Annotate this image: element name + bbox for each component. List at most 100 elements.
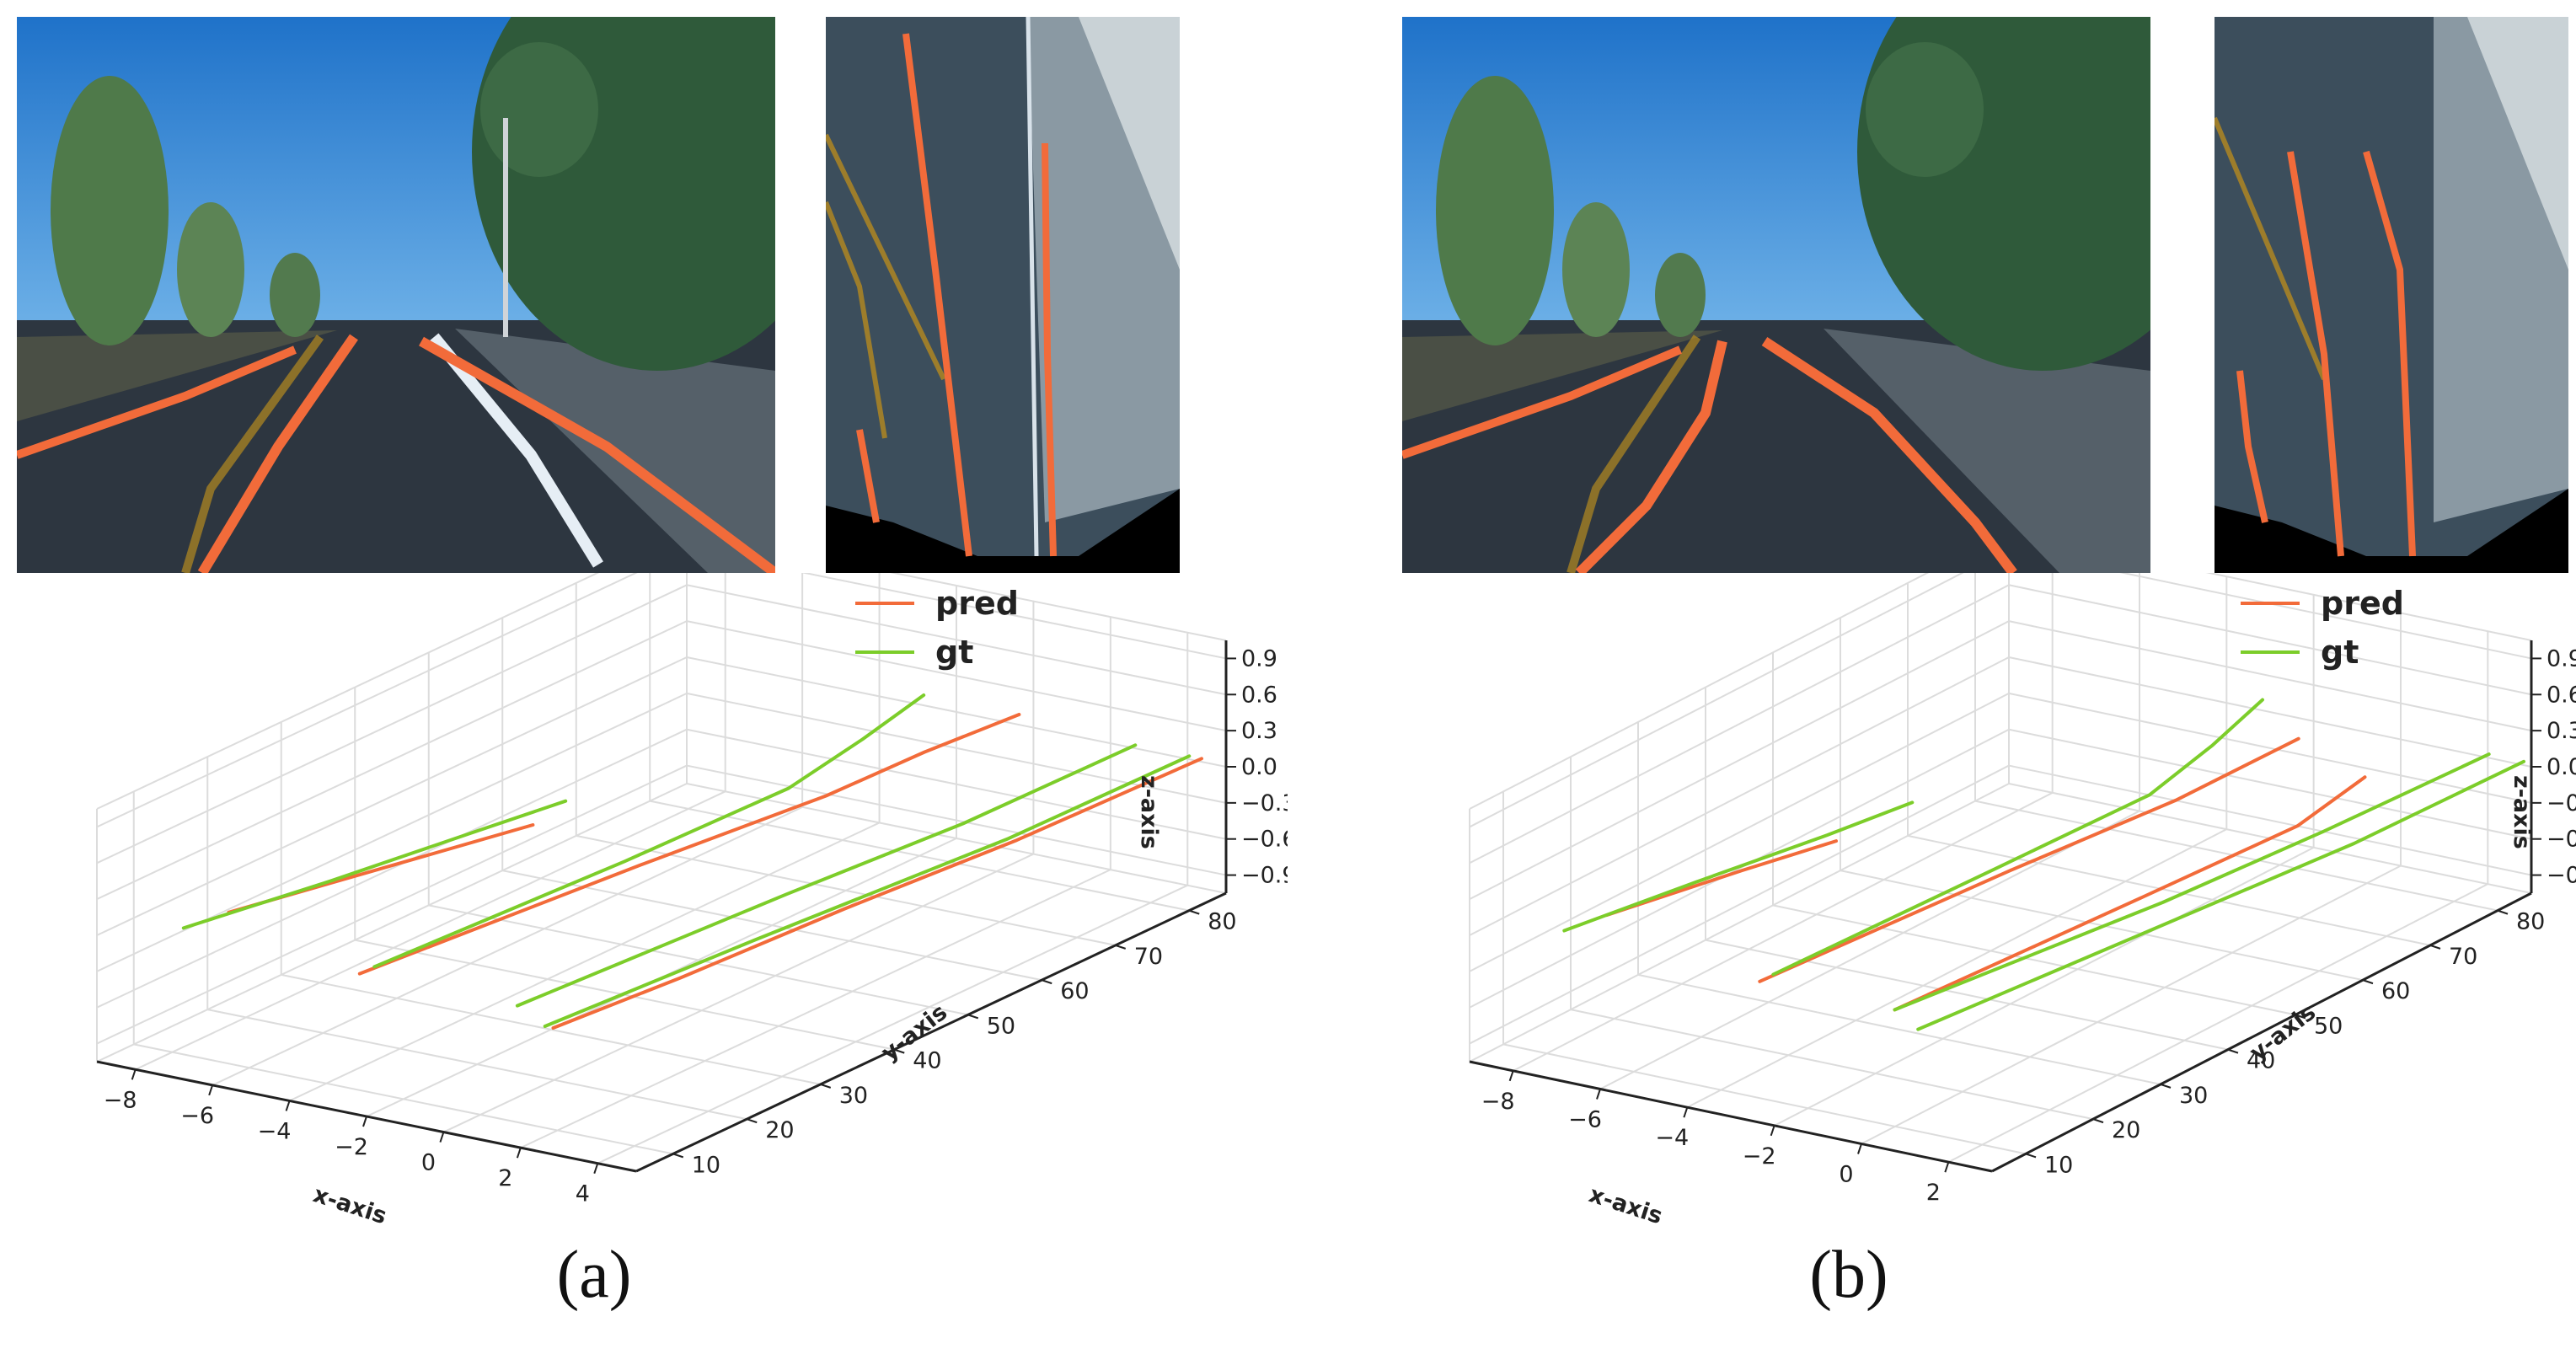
floor-grid-line bbox=[443, 853, 1034, 1133]
series-line-pred bbox=[357, 713, 1021, 976]
z-tick-label: −0.3 bbox=[1241, 790, 1288, 816]
pane-edge bbox=[686, 783, 1227, 894]
y-tick-label: 10 bbox=[2044, 1152, 2073, 1178]
floor-grid-line bbox=[1774, 846, 2315, 1127]
floor-grid-line bbox=[650, 800, 1190, 912]
y-tick-mark bbox=[1188, 909, 1200, 915]
floor-grid-line bbox=[133, 1043, 673, 1155]
wall-grid-line bbox=[686, 656, 1227, 768]
y-tick-label: 10 bbox=[692, 1152, 720, 1178]
x-tick-mark bbox=[131, 1068, 137, 1080]
wall-grid-line bbox=[801, 573, 1227, 660]
x-tick-label: −2 bbox=[1743, 1143, 1776, 1170]
x-tick-mark bbox=[516, 1147, 522, 1159]
legend-pred-label: pred bbox=[935, 585, 1019, 622]
z-tick-label: 0.6 bbox=[1241, 682, 1277, 708]
y-tick-mark bbox=[2497, 909, 2509, 915]
y-tick-mark bbox=[2092, 1118, 2104, 1124]
x-tick-mark bbox=[1683, 1106, 1689, 1118]
floor-grid-line bbox=[502, 870, 1042, 982]
floor-grid-line bbox=[1772, 904, 2296, 1016]
wall-grid-line bbox=[686, 584, 1227, 696]
y-tick-mark bbox=[2160, 1083, 2172, 1089]
x-tick-label: −6 bbox=[180, 1103, 214, 1129]
caption-a: (a) bbox=[556, 1238, 632, 1312]
series-line-gt bbox=[543, 754, 1192, 1028]
series-line-pred bbox=[1758, 736, 2300, 983]
z-axis-label: z-axis bbox=[1136, 775, 1162, 849]
floor-grid-line bbox=[1686, 828, 2227, 1109]
x-tick-mark bbox=[439, 1132, 445, 1143]
z-tick-label: −0.6 bbox=[2547, 827, 2576, 853]
wall-grid-line bbox=[1469, 584, 2010, 865]
pane-edge bbox=[1469, 783, 2010, 1063]
x-tick-label: −8 bbox=[104, 1087, 137, 1113]
x-tick-label: −8 bbox=[1481, 1089, 1515, 1115]
y-tick-mark bbox=[820, 1083, 832, 1089]
z-tick-label: 0.6 bbox=[2547, 682, 2576, 708]
x-tick-label: 0 bbox=[1839, 1162, 1853, 1188]
x-tick-mark bbox=[1508, 1070, 1514, 1082]
y-tick-mark bbox=[672, 1153, 684, 1159]
y-tick-label: 30 bbox=[839, 1083, 868, 1109]
y-tick-label: 60 bbox=[1060, 978, 1089, 1004]
y-tick-mark bbox=[2227, 1048, 2239, 1054]
chart-svg-a: −8 −6 −4 −2 0 2 4 10 20 30 40 50 60 70 80 0.9 0.6 0.3 0.0 −… bbox=[96, 573, 1288, 1229]
x-tick-label: 0 bbox=[421, 1150, 436, 1176]
wall-grid-line bbox=[1469, 573, 1964, 828]
wall-grid-line bbox=[96, 764, 688, 1045]
wall-grid-line bbox=[2008, 764, 2532, 876]
camera-view-image bbox=[1402, 17, 2150, 573]
y-tick-mark bbox=[893, 1048, 905, 1054]
floor-grid-line bbox=[576, 834, 1116, 946]
x-tick-label: 4 bbox=[576, 1181, 590, 1207]
y-tick-mark bbox=[2025, 1153, 2037, 1159]
floor-grid-line bbox=[1861, 865, 2402, 1145]
pane-edge bbox=[890, 573, 1227, 641]
chart-svg-b: −8 −6 −4 −2 0 2 10 20 30 40 50 60 70 80 0.9 0.6 0.3 0.0 −0… bbox=[1469, 573, 2576, 1229]
pane-edge bbox=[96, 783, 688, 1063]
y-tick-label: 40 bbox=[2247, 1048, 2275, 1074]
y-tick-mark bbox=[2362, 979, 2374, 985]
y-tick-label: 60 bbox=[2381, 978, 2410, 1004]
wall-grid-line bbox=[2008, 692, 2532, 804]
wall-grid-line bbox=[96, 584, 688, 865]
z-tick-label: −0.3 bbox=[2547, 790, 2576, 816]
wall-grid-line bbox=[686, 620, 1227, 732]
wall-grid-line bbox=[1469, 620, 2010, 901]
y-tick-mark bbox=[746, 1118, 758, 1124]
legend-pred-label: pred bbox=[2321, 585, 2404, 622]
legend: pred gt bbox=[2241, 585, 2404, 671]
wall-grid-line bbox=[2008, 656, 2532, 768]
y-tick-label: 30 bbox=[2179, 1083, 2208, 1109]
floor-grid-line bbox=[597, 884, 1188, 1164]
pane-edge bbox=[1469, 573, 1930, 810]
floor-grid-line bbox=[1513, 791, 2054, 1072]
x-axis-label: x-axis bbox=[310, 1181, 390, 1229]
caption-b: (b) bbox=[1809, 1238, 1888, 1312]
z-tick-label: −0.9 bbox=[1241, 863, 1288, 889]
chart-3d-a: −8 −6 −4 −2 0 2 4 10 20 30 40 50 60 70 80 0.9 0.6 0.3 0.0 −… bbox=[0, 573, 1288, 1230]
panel-a: −8 −6 −4 −2 0 2 4 10 20 30 40 50 60 70 80 0.9 0.6 0.3 0.0 −… bbox=[0, 17, 1288, 1312]
y-tick-label: 70 bbox=[2449, 944, 2477, 970]
wall-grid-line bbox=[96, 692, 688, 972]
wall-grid-line bbox=[686, 728, 1227, 840]
z-tick-label: 0.3 bbox=[1241, 718, 1277, 744]
y-tick-label: 80 bbox=[1208, 909, 1236, 935]
y-axis-line bbox=[1991, 891, 2532, 1173]
floor-grid-line bbox=[1637, 973, 2161, 1085]
series-line-gt bbox=[515, 743, 1138, 1008]
x-tick-label: 2 bbox=[498, 1165, 512, 1191]
y-tick-label: 40 bbox=[913, 1048, 941, 1074]
floor-grid-line bbox=[1947, 883, 2488, 1164]
series-line-gt bbox=[1893, 752, 2491, 1012]
legend-gt-label: gt bbox=[2321, 634, 2359, 671]
bev-view-image bbox=[826, 17, 1180, 573]
z-tick-label: −0.6 bbox=[1241, 827, 1288, 853]
x-tick-label: −4 bbox=[1655, 1125, 1689, 1151]
wall-grid-line bbox=[96, 728, 688, 1009]
pane-edge bbox=[96, 573, 600, 810]
wall-grid-line bbox=[686, 692, 1227, 804]
floor-grid-line bbox=[212, 806, 803, 1086]
floor-grid-line bbox=[289, 822, 880, 1102]
